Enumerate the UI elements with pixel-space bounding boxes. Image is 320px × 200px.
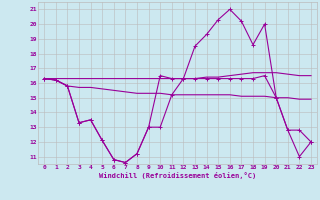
X-axis label: Windchill (Refroidissement éolien,°C): Windchill (Refroidissement éolien,°C) <box>99 172 256 179</box>
